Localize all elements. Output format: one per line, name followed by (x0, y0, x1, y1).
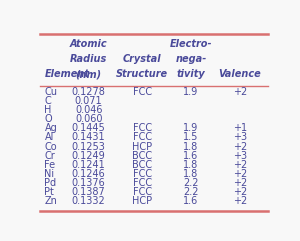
Text: Valence: Valence (218, 69, 261, 79)
Text: 2.2: 2.2 (183, 187, 199, 197)
Text: Electro-: Electro- (170, 39, 212, 49)
Text: HCP: HCP (132, 196, 152, 206)
Text: +1: +1 (233, 123, 247, 133)
Text: +2: +2 (233, 87, 247, 97)
Text: +3: +3 (233, 133, 247, 142)
Text: FCC: FCC (133, 187, 152, 197)
Text: (nm): (nm) (76, 69, 102, 79)
Text: Zn: Zn (44, 196, 57, 206)
Text: +2: +2 (233, 196, 247, 206)
Text: FCC: FCC (133, 87, 152, 97)
Text: Crystal: Crystal (123, 54, 161, 64)
Text: 0.046: 0.046 (75, 105, 102, 115)
Text: Element: Element (44, 69, 89, 79)
Text: O: O (44, 114, 52, 124)
Text: 1.9: 1.9 (183, 123, 199, 133)
Text: +2: +2 (233, 160, 247, 170)
Text: C: C (44, 96, 51, 106)
Text: 2.2: 2.2 (183, 178, 199, 188)
Text: +2: +2 (233, 169, 247, 179)
Text: 0.1332: 0.1332 (72, 196, 106, 206)
Text: 0.1249: 0.1249 (72, 151, 106, 161)
Text: Pt: Pt (44, 187, 54, 197)
Text: 0.1246: 0.1246 (72, 169, 106, 179)
Text: 0.1431: 0.1431 (72, 133, 106, 142)
Text: Cr: Cr (44, 151, 55, 161)
Text: 1.6: 1.6 (183, 151, 199, 161)
Text: +3: +3 (233, 151, 247, 161)
Text: 1.9: 1.9 (183, 87, 199, 97)
Text: Al: Al (44, 133, 54, 142)
Text: FCC: FCC (133, 123, 152, 133)
Text: Pd: Pd (44, 178, 57, 188)
Text: +2: +2 (233, 187, 247, 197)
Text: 0.1376: 0.1376 (72, 178, 106, 188)
Text: 1.6: 1.6 (183, 196, 199, 206)
Text: BCC: BCC (132, 160, 152, 170)
Text: FCC: FCC (133, 133, 152, 142)
Text: Radius: Radius (70, 54, 107, 64)
Text: 0.1278: 0.1278 (72, 87, 106, 97)
Text: BCC: BCC (132, 151, 152, 161)
Text: FCC: FCC (133, 169, 152, 179)
Text: Ag: Ag (44, 123, 57, 133)
Text: HCP: HCP (132, 141, 152, 152)
Text: tivity: tivity (177, 69, 205, 79)
Text: +2: +2 (233, 141, 247, 152)
Text: 0.060: 0.060 (75, 114, 102, 124)
Text: 0.1387: 0.1387 (72, 187, 106, 197)
Text: nega-: nega- (175, 54, 207, 64)
Text: 0.1241: 0.1241 (72, 160, 106, 170)
Text: H: H (44, 105, 52, 115)
Text: 1.8: 1.8 (183, 160, 199, 170)
Text: Cu: Cu (44, 87, 58, 97)
Text: Co: Co (44, 141, 57, 152)
Text: 1.8: 1.8 (183, 169, 199, 179)
Text: 1.5: 1.5 (183, 133, 199, 142)
Text: 0.1445: 0.1445 (72, 123, 106, 133)
Text: 0.1253: 0.1253 (72, 141, 106, 152)
Text: Fe: Fe (44, 160, 56, 170)
Text: 0.071: 0.071 (75, 96, 103, 106)
Text: Ni: Ni (44, 169, 55, 179)
Text: FCC: FCC (133, 178, 152, 188)
Text: Structure: Structure (116, 69, 168, 79)
Text: +2: +2 (233, 178, 247, 188)
Text: 1.8: 1.8 (183, 141, 199, 152)
Text: Atomic: Atomic (70, 39, 107, 49)
